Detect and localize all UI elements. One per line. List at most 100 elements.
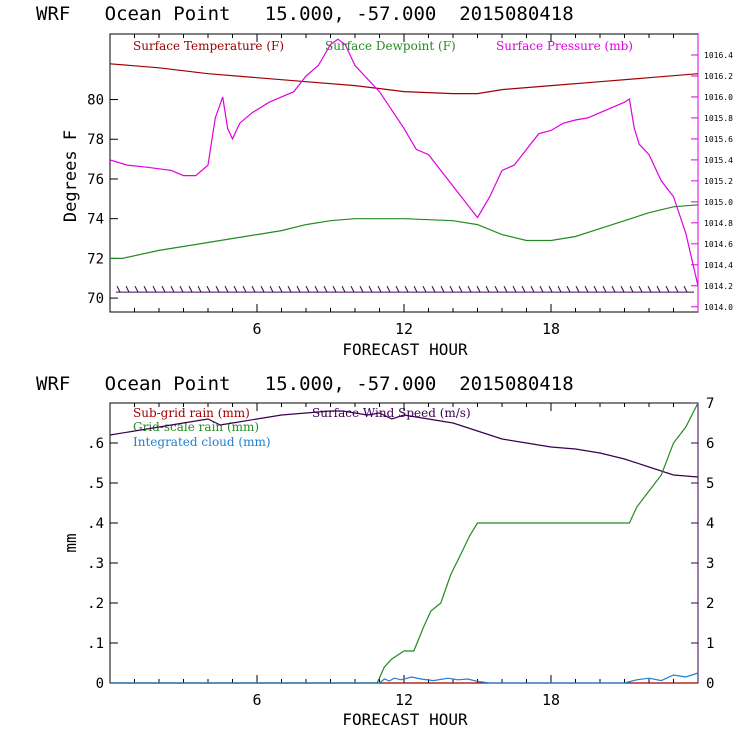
wind-barb — [422, 285, 427, 293]
wind-barb — [503, 285, 508, 293]
wind-barb — [206, 285, 211, 293]
wind-barb — [341, 285, 346, 293]
top-y2tick-label: 1015.0 — [704, 198, 733, 207]
gridscale-rain-line — [110, 402, 699, 684]
top-ytick-label: 76 — [87, 172, 104, 188]
wind-barb — [683, 285, 688, 293]
wind-barb — [314, 285, 319, 293]
wind-barb — [656, 285, 661, 293]
bottom-ytick-label: .3 — [87, 556, 104, 572]
top-y2tick-label: 1015.8 — [704, 114, 733, 123]
top-y2tick-label: 1016.0 — [704, 93, 733, 102]
wind-barb — [521, 285, 526, 293]
wind-barb — [251, 285, 256, 293]
wind-barb — [404, 285, 409, 293]
bottom-xtick-label: 12 — [395, 691, 413, 709]
wind-barb — [458, 285, 463, 293]
wind-barb — [611, 285, 616, 293]
top-chart-title: WRF Ocean Point 15.000, -57.000 20150804… — [36, 3, 574, 25]
top-xtick-label: 12 — [395, 320, 413, 338]
wind-barb — [278, 285, 283, 293]
legend-subgrid-rain: Sub-grid rain (mm) — [133, 406, 250, 420]
wind-barb — [368, 285, 373, 293]
legend-surface-dewpoint: Surface Dewpoint (F) — [325, 39, 456, 53]
bottom-ytick-label: .1 — [87, 636, 104, 652]
top-xtick-label: 6 — [252, 320, 261, 338]
wind-barb — [638, 285, 643, 293]
wind-barb — [296, 285, 301, 293]
bottom-y2tick-label: 2 — [706, 596, 714, 612]
wind-barb — [674, 285, 679, 293]
temperature-chart: WRF Ocean Point 15.000, -57.000 20150804… — [36, 3, 733, 359]
top-y2tick-label: 1015.6 — [704, 135, 733, 144]
wind-barb — [152, 285, 157, 293]
wind-barb — [359, 285, 364, 293]
bottom-ytick-label: .6 — [87, 436, 104, 452]
pressure-line — [109, 38, 699, 286]
integrated-cloud-line — [110, 672, 699, 684]
wind-barb — [620, 285, 625, 293]
wind-barb — [647, 285, 652, 293]
wind-barb — [629, 285, 634, 293]
top-y2tick-label: 1016.4 — [704, 51, 733, 60]
wind-barb — [557, 285, 562, 293]
top-y2tick-label: 1014.2 — [704, 282, 733, 291]
wind-barb — [485, 285, 490, 293]
wind-barb — [566, 285, 571, 293]
wind-barb — [467, 285, 472, 293]
wind-barb — [386, 285, 391, 293]
bottom-y2tick-label: 3 — [706, 556, 714, 572]
top-y-axis-label: Degrees F — [61, 130, 81, 222]
precipitation-chart: WRF Ocean Point 15.000, -57.000 20150804… — [36, 373, 714, 729]
wind-barb — [476, 285, 481, 293]
wind-barb — [584, 285, 589, 293]
wind-barb — [188, 285, 193, 293]
dewpoint-line — [110, 204, 699, 259]
top-ytick-label: 74 — [87, 212, 104, 228]
wind-barb — [494, 285, 499, 293]
bottom-y2tick-label: 1 — [706, 636, 714, 652]
top-ytick-label: 72 — [87, 251, 104, 267]
bottom-series-lines — [109, 402, 699, 684]
top-ytick-label: 80 — [87, 93, 104, 109]
wind-barb — [431, 285, 436, 293]
wind-barb — [269, 285, 274, 293]
top-ytick-label: 70 — [87, 291, 104, 307]
bottom-y2tick-label: 7 — [706, 396, 714, 412]
bottom-y2tick-label: 6 — [706, 436, 714, 452]
top-x-axis-label: FORECAST HOUR — [342, 340, 468, 359]
wind-barb — [575, 285, 580, 293]
wind-barb — [125, 285, 130, 293]
top-y2tick-label: 1014.4 — [704, 261, 733, 270]
wind-barb — [512, 285, 517, 293]
wind-barb — [395, 285, 400, 293]
bottom-xtick-label: 18 — [542, 691, 560, 709]
wind-barb — [215, 285, 220, 293]
wind-barb — [134, 285, 139, 293]
wind-barb — [287, 285, 292, 293]
top-axis-ticks: 6 12 18 70 72 74 76 78 80 1014.0 1014.2 1014.4 1014.… — [87, 34, 733, 338]
wind-barb — [260, 285, 265, 293]
bottom-xtick-label: 6 — [252, 691, 261, 709]
bottom-y2tick-label: 0 — [706, 676, 714, 692]
legend-surface-wind-speed: Surface Wind Speed (m/s) — [312, 406, 471, 420]
top-y2tick-label: 1015.2 — [704, 177, 733, 186]
wind-barb — [449, 285, 454, 293]
wind-barb — [179, 285, 184, 293]
top-y2tick-label: 1015.4 — [704, 156, 733, 165]
wind-barbs — [116, 285, 694, 293]
wind-barb — [170, 285, 175, 293]
wind-barb — [440, 285, 445, 293]
wind-barb — [350, 285, 355, 293]
top-series-lines — [109, 38, 699, 286]
bottom-ytick-label: 0 — [96, 676, 104, 692]
bottom-y2tick-label: 5 — [706, 476, 714, 492]
wind-barb — [593, 285, 598, 293]
bottom-ytick-label: .4 — [87, 516, 104, 532]
wind-barb — [116, 285, 121, 293]
wind-barb — [539, 285, 544, 293]
bottom-chart-title: WRF Ocean Point 15.000, -57.000 20150804… — [36, 373, 574, 395]
wind-barb — [332, 285, 337, 293]
